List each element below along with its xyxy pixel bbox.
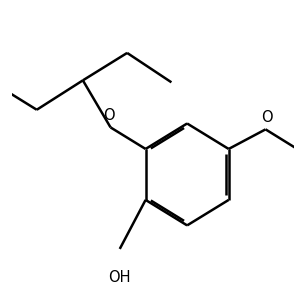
Text: OH: OH (109, 270, 131, 285)
Text: O: O (262, 110, 273, 126)
Text: O: O (103, 109, 114, 124)
